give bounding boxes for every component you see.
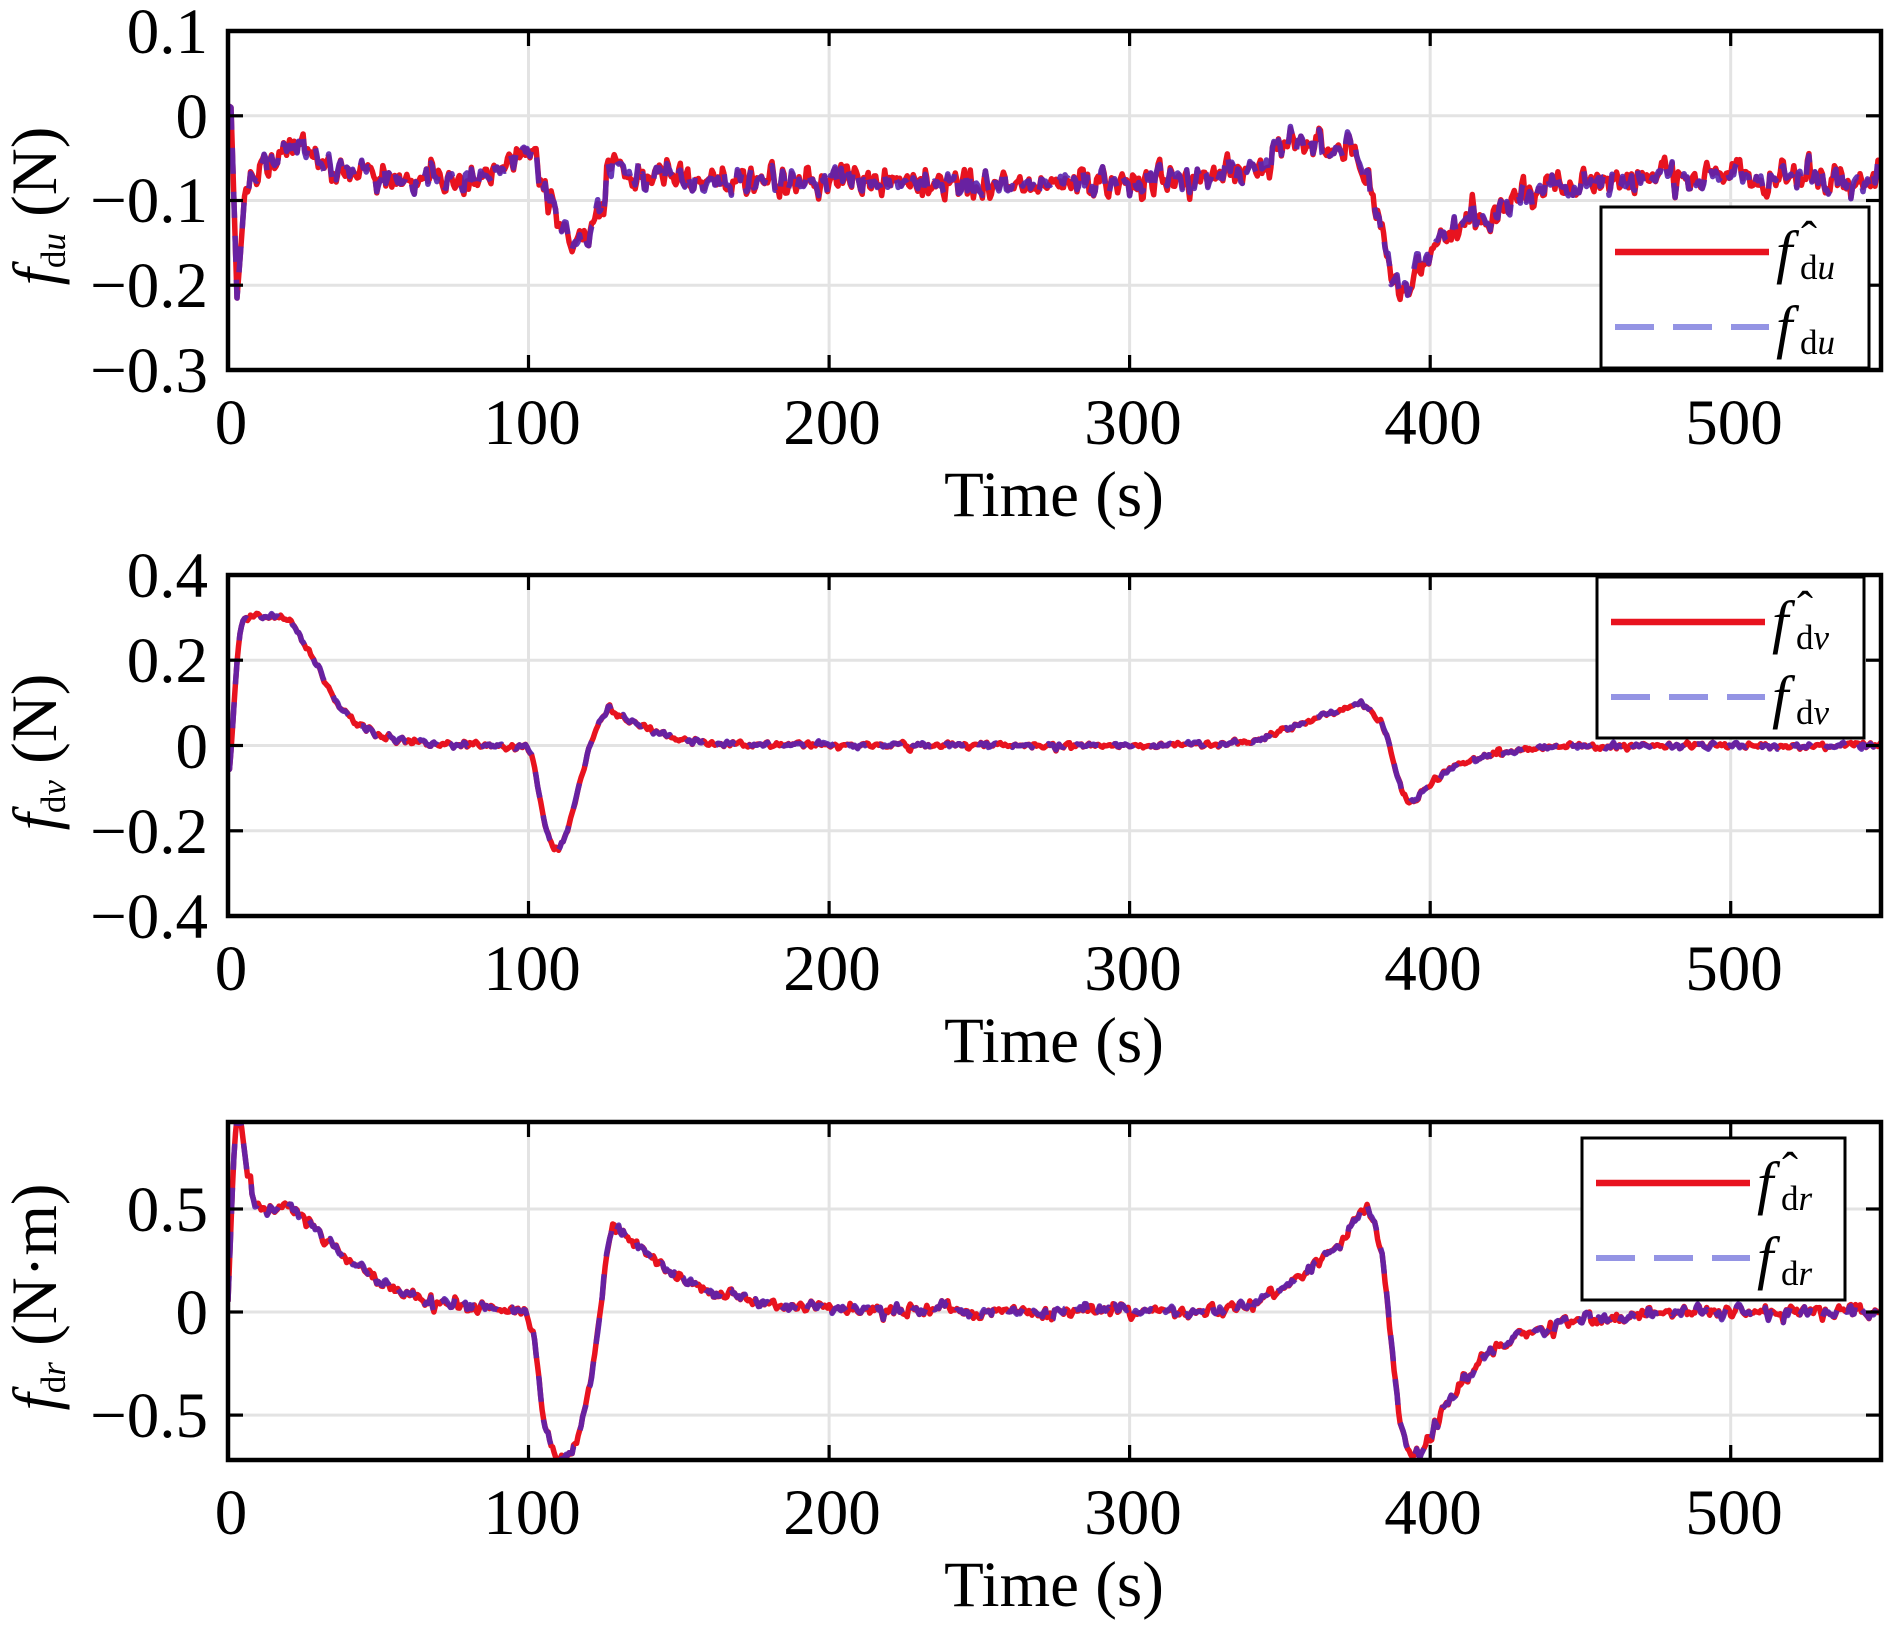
svg-text:400: 400 — [1384, 1477, 1482, 1549]
svg-text:Time (s): Time (s) — [944, 1005, 1164, 1077]
svg-text:−0.2: −0.2 — [90, 250, 208, 322]
svg-text:300: 300 — [1084, 933, 1182, 1005]
svg-text:200: 200 — [783, 387, 881, 459]
svg-text:200: 200 — [783, 933, 881, 1005]
svg-text:0.1: 0.1 — [127, 0, 208, 68]
svg-text:du: du — [1800, 248, 1835, 287]
svg-text:dr: dr — [1781, 1254, 1813, 1293]
svg-text:0: 0 — [215, 1477, 248, 1549]
svg-text:ˆ: ˆ — [1801, 212, 1817, 265]
svg-text:du: du — [1800, 323, 1835, 362]
svg-text:300: 300 — [1084, 387, 1182, 459]
svg-text:Time (s): Time (s) — [944, 459, 1164, 531]
svg-text:100: 100 — [483, 1477, 581, 1549]
svg-text:−0.3: −0.3 — [90, 335, 208, 407]
svg-text:0.5: 0.5 — [127, 1174, 208, 1246]
svg-text:−0.1: −0.1 — [90, 165, 208, 237]
svg-text:−0.4: −0.4 — [90, 881, 208, 953]
svg-text:100: 100 — [483, 933, 581, 1005]
svg-text:ˆ: ˆ — [1782, 1143, 1798, 1196]
svg-text:dv: dv — [1796, 693, 1830, 732]
svg-text:0.2: 0.2 — [127, 625, 208, 697]
svg-text:dr: dr — [1781, 1179, 1813, 1218]
svg-text:−0.2: −0.2 — [90, 796, 208, 868]
svg-text:−0.5: −0.5 — [90, 1380, 208, 1452]
svg-text:Time (s): Time (s) — [944, 1549, 1164, 1621]
svg-text:400: 400 — [1384, 387, 1482, 459]
svg-text:0: 0 — [176, 1277, 209, 1349]
svg-text:ˆ: ˆ — [1797, 582, 1813, 635]
svg-text:0: 0 — [176, 81, 209, 153]
svg-text:fdr (N·m): fdr (N·m) — [0, 1183, 73, 1410]
svg-text:200: 200 — [783, 1477, 881, 1549]
svg-text:300: 300 — [1084, 1477, 1182, 1549]
svg-text:500: 500 — [1685, 387, 1783, 459]
svg-text:0: 0 — [176, 711, 209, 783]
svg-text:dv: dv — [1796, 618, 1830, 657]
svg-text:fdu (N): fdu (N) — [0, 127, 73, 286]
svg-text:500: 500 — [1685, 1477, 1783, 1549]
svg-text:400: 400 — [1384, 933, 1482, 1005]
svg-text:0: 0 — [215, 933, 248, 1005]
svg-text:100: 100 — [483, 387, 581, 459]
svg-text:0: 0 — [215, 387, 248, 459]
svg-text:0.4: 0.4 — [127, 540, 208, 612]
svg-text:500: 500 — [1685, 933, 1783, 1005]
